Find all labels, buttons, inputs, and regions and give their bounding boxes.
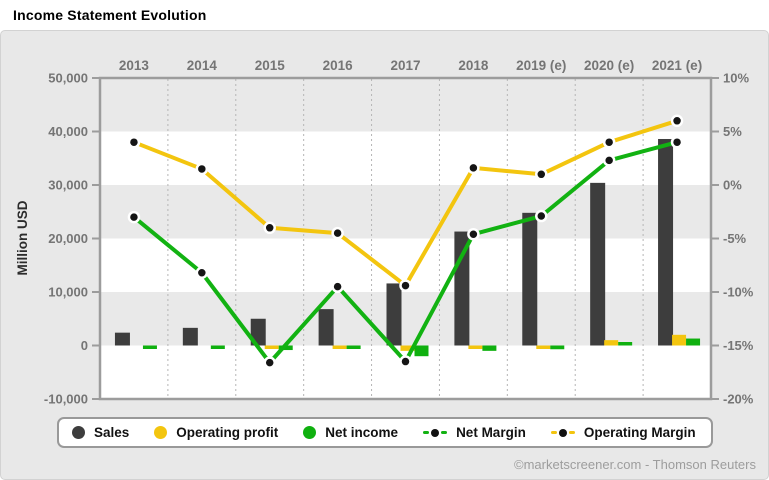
plot-band [100,292,711,346]
data-point[interactable] [127,210,141,224]
legend-label-operating-margin: Operating Margin [583,425,696,440]
data-point[interactable] [195,266,209,279]
bars-operating-profit [264,334,687,351]
bar-net-income[interactable] [550,345,565,350]
bar-operating-profit[interactable] [672,334,687,346]
bar-sales[interactable] [658,138,674,346]
legend-label-net-income: Net income [325,425,399,440]
bar-sales[interactable] [590,182,606,346]
legend: Sales Operating profit Net income Net Ma… [57,417,713,448]
year-label: 2016 [323,58,354,73]
axis-label: 5% [723,124,742,139]
axis-label: -5% [723,231,747,246]
axis-label: 10,000 [48,285,88,300]
axis-label: -20% [723,392,754,407]
net-margin-line-marker-icon [423,428,448,437]
dots-net-margin [127,135,684,369]
plot-band [100,78,711,132]
data-point[interactable] [399,355,412,368]
bar-net-income[interactable] [482,345,497,351]
legend-item-operating-profit[interactable]: Operating profit [154,425,278,440]
bar-sales[interactable] [250,318,266,346]
data-point[interactable] [670,135,684,149]
operating-margin-line-marker-icon [550,428,575,437]
axis-label: 50,000 [48,71,88,86]
axis-label: -10,000 [44,392,88,407]
year-label: 2013 [119,58,150,73]
data-point[interactable] [263,356,276,369]
bar-operating-profit[interactable] [604,340,619,346]
data-point[interactable] [127,135,141,149]
axis-label: 20,000 [48,231,88,246]
bar-net-income[interactable] [414,345,429,357]
data-point[interactable] [399,279,412,292]
legend-item-sales[interactable]: Sales [72,425,129,440]
legend-item-net-income[interactable]: Net income [303,425,398,440]
bar-operating-profit[interactable] [400,345,415,351]
data-point[interactable] [195,162,209,176]
bar-sales[interactable] [318,309,334,346]
bars-net-income [142,338,701,357]
year-label: 2015 [255,58,286,73]
legend-item-net-margin[interactable]: Net Margin [423,425,526,440]
dots-operating-margin [127,114,684,292]
data-point[interactable] [602,135,616,149]
bar-sales[interactable] [386,283,402,346]
data-point[interactable] [467,161,480,175]
page-title: Income Statement Evolution [13,7,207,23]
bar-net-income[interactable] [346,345,361,350]
bar-net-income[interactable] [618,342,633,346]
bar-operating-profit[interactable] [332,345,347,350]
sales-circle-marker-icon [72,426,85,439]
year-label: 2014 [187,58,218,73]
y-axis-title: Million USD [15,200,30,275]
data-point[interactable] [535,168,548,181]
year-label: 2021 (e) [652,58,702,73]
year-label: 2017 [390,58,420,73]
axis-label: 0% [723,178,742,193]
data-point[interactable] [331,280,344,293]
plot-band [100,185,711,239]
axis-label: -10% [723,285,754,300]
year-label: 2020 (e) [584,58,634,73]
legend-item-operating-margin[interactable]: Operating Margin [550,425,696,440]
net-income-circle-marker-icon [303,426,317,439]
bar-operating-profit[interactable] [264,345,279,350]
operating-profit-circle-marker-icon [154,426,168,439]
axis-label: 40,000 [48,124,88,139]
bar-operating-profit[interactable] [536,345,551,350]
bar-sales[interactable] [114,332,130,346]
data-point[interactable] [670,114,684,128]
legend-label-sales: Sales [94,425,130,440]
data-point[interactable] [467,227,480,241]
bar-sales[interactable] [182,327,198,346]
bar-net-income[interactable] [210,345,225,350]
legend-label-operating-profit: Operating profit [176,425,279,440]
data-point[interactable] [263,221,276,235]
bars-sales [114,138,674,346]
legend-label-net-margin: Net Margin [456,425,526,440]
credit-text: ©marketscreener.com - Thomson Reuters [514,457,756,472]
data-point[interactable] [331,226,344,240]
data-point[interactable] [535,209,548,223]
bar-sales[interactable] [522,212,538,346]
axis-label: 30,000 [48,178,88,193]
year-label: 2019 (e) [516,58,566,73]
bar-net-income[interactable] [142,345,157,350]
bar-net-income[interactable] [686,338,701,346]
bar-operating-profit[interactable] [468,345,483,350]
axis-label: -15% [723,338,754,353]
axis-label: 0 [81,338,88,353]
title-bar: Income Statement Evolution [0,0,769,30]
data-point[interactable] [602,154,616,167]
year-label: 2018 [458,58,489,73]
axis-label: 10% [723,71,749,86]
bar-net-income[interactable] [278,345,293,351]
